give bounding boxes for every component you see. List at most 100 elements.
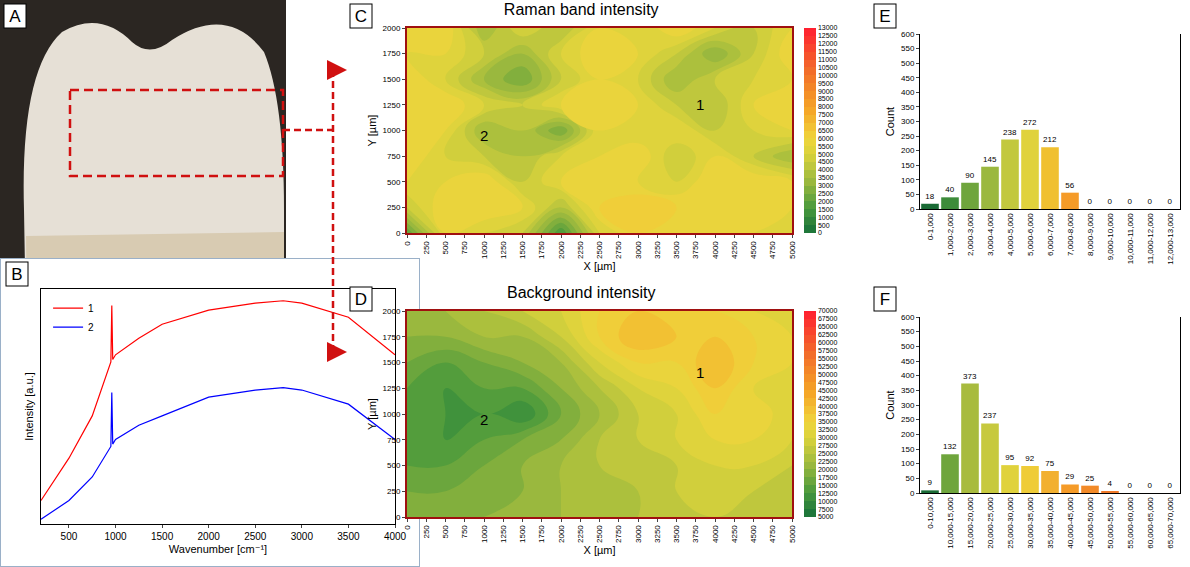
svg-text:60,000-65,000: 60,000-65,000: [1146, 497, 1155, 549]
svg-text:1250: 1250: [383, 384, 401, 393]
svg-text:17500: 17500: [818, 474, 838, 481]
svg-text:11000: 11000: [818, 56, 837, 63]
svg-text:500: 500: [441, 241, 450, 255]
svg-text:1500: 1500: [383, 358, 401, 367]
svg-text:5000: 5000: [818, 151, 834, 158]
svg-text:4500: 4500: [749, 525, 758, 543]
svg-text:7,000-8,000: 7,000-8,000: [1066, 213, 1075, 256]
svg-text:550: 550: [901, 44, 915, 53]
svg-text:18: 18: [925, 192, 934, 201]
svg-text:25,000-30,000: 25,000-30,000: [1006, 497, 1015, 549]
svg-text:3000: 3000: [291, 531, 314, 542]
svg-text:C: C: [355, 7, 367, 26]
svg-text:40,000-45,000: 40,000-45,000: [1066, 497, 1075, 549]
svg-text:8000: 8000: [818, 103, 834, 110]
svg-text:0: 0: [403, 525, 412, 530]
svg-text:52500: 52500: [818, 363, 838, 370]
svg-text:1000: 1000: [818, 214, 834, 221]
svg-text:65000: 65000: [818, 323, 838, 330]
svg-text:12,000-13,000: 12,000-13,000: [1166, 213, 1175, 265]
svg-text:0: 0: [1148, 197, 1153, 206]
svg-text:22500: 22500: [818, 458, 838, 465]
svg-text:237: 237: [983, 411, 997, 420]
svg-text:450: 450: [901, 357, 915, 366]
svg-text:3500: 3500: [818, 174, 834, 181]
svg-text:45000: 45000: [818, 387, 838, 394]
svg-text:0-1,000: 0-1,000: [926, 213, 935, 241]
svg-text:250: 250: [422, 525, 431, 539]
svg-text:90: 90: [965, 171, 974, 180]
svg-text:3500: 3500: [337, 531, 360, 542]
svg-text:13000: 13000: [818, 24, 838, 31]
svg-text:X [µm]: X [µm]: [583, 544, 615, 556]
svg-text:150: 150: [901, 161, 915, 170]
svg-text:1: 1: [696, 364, 704, 381]
svg-text:1250: 1250: [383, 101, 401, 110]
svg-text:750: 750: [387, 152, 401, 161]
svg-text:4250: 4250: [730, 241, 739, 259]
svg-text:600: 600: [901, 313, 915, 322]
svg-text:2500: 2500: [818, 190, 834, 197]
svg-text:62500: 62500: [818, 331, 838, 338]
svg-text:1000: 1000: [480, 241, 489, 259]
svg-text:600: 600: [901, 30, 915, 39]
svg-text:1750: 1750: [537, 241, 546, 259]
svg-text:9000: 9000: [818, 88, 834, 95]
svg-text:1500: 1500: [383, 75, 401, 84]
svg-text:7500: 7500: [818, 111, 834, 118]
svg-text:0: 0: [1168, 481, 1173, 490]
svg-text:Wavenumber [cm⁻¹]: Wavenumber [cm⁻¹]: [169, 543, 267, 555]
svg-text:0: 0: [403, 241, 412, 246]
svg-text:4750: 4750: [768, 525, 777, 543]
svg-text:2500: 2500: [595, 241, 604, 259]
svg-text:20,000-25,000: 20,000-25,000: [986, 497, 995, 549]
svg-text:8500: 8500: [818, 95, 834, 102]
svg-text:3000: 3000: [818, 182, 834, 189]
svg-text:750: 750: [387, 436, 401, 445]
svg-text:3250: 3250: [653, 241, 662, 259]
svg-text:50: 50: [905, 190, 914, 199]
svg-text:47500: 47500: [818, 379, 838, 386]
svg-text:1500: 1500: [151, 531, 174, 542]
svg-text:4,000-5,000: 4,000-5,000: [1006, 213, 1015, 256]
svg-text:Count: Count: [884, 107, 896, 136]
svg-text:4500: 4500: [818, 158, 834, 165]
svg-text:272: 272: [1023, 118, 1037, 127]
svg-text:11500: 11500: [818, 48, 837, 55]
svg-text:100: 100: [901, 459, 915, 468]
svg-text:2000: 2000: [383, 24, 401, 33]
svg-text:7000: 7000: [818, 119, 834, 126]
svg-text:145: 145: [983, 155, 997, 164]
svg-text:20000: 20000: [818, 466, 838, 473]
svg-text:250: 250: [387, 203, 401, 212]
svg-text:Background intensity: Background intensity: [507, 284, 656, 301]
svg-text:F: F: [880, 290, 890, 309]
svg-text:70000: 70000: [818, 307, 838, 314]
svg-text:75: 75: [1045, 459, 1054, 468]
svg-text:1000: 1000: [480, 525, 489, 543]
svg-text:3000: 3000: [634, 241, 643, 259]
svg-text:A: A: [9, 7, 21, 26]
svg-text:250: 250: [422, 241, 431, 255]
svg-text:9,000-10,000: 9,000-10,000: [1106, 213, 1115, 261]
svg-text:30000: 30000: [818, 434, 838, 441]
svg-text:2: 2: [480, 411, 488, 428]
svg-text:40000: 40000: [818, 403, 838, 410]
svg-text:0: 0: [818, 229, 822, 236]
svg-text:3500: 3500: [672, 525, 681, 543]
svg-text:55000: 55000: [818, 355, 838, 362]
svg-text:400: 400: [901, 88, 915, 97]
svg-text:2000: 2000: [557, 525, 566, 543]
svg-text:55,000-60,000: 55,000-60,000: [1126, 497, 1135, 549]
svg-text:10000: 10000: [818, 72, 838, 79]
svg-text:10500: 10500: [818, 64, 838, 71]
svg-text:1500: 1500: [818, 206, 834, 213]
svg-text:4000: 4000: [711, 241, 720, 259]
svg-text:2,000-3,000: 2,000-3,000: [966, 213, 975, 256]
svg-text:2000: 2000: [198, 531, 221, 542]
svg-text:E: E: [879, 7, 890, 26]
svg-text:500: 500: [901, 342, 915, 351]
svg-text:1750: 1750: [383, 333, 401, 342]
svg-text:3000: 3000: [634, 525, 643, 543]
svg-text:5000: 5000: [818, 513, 834, 520]
